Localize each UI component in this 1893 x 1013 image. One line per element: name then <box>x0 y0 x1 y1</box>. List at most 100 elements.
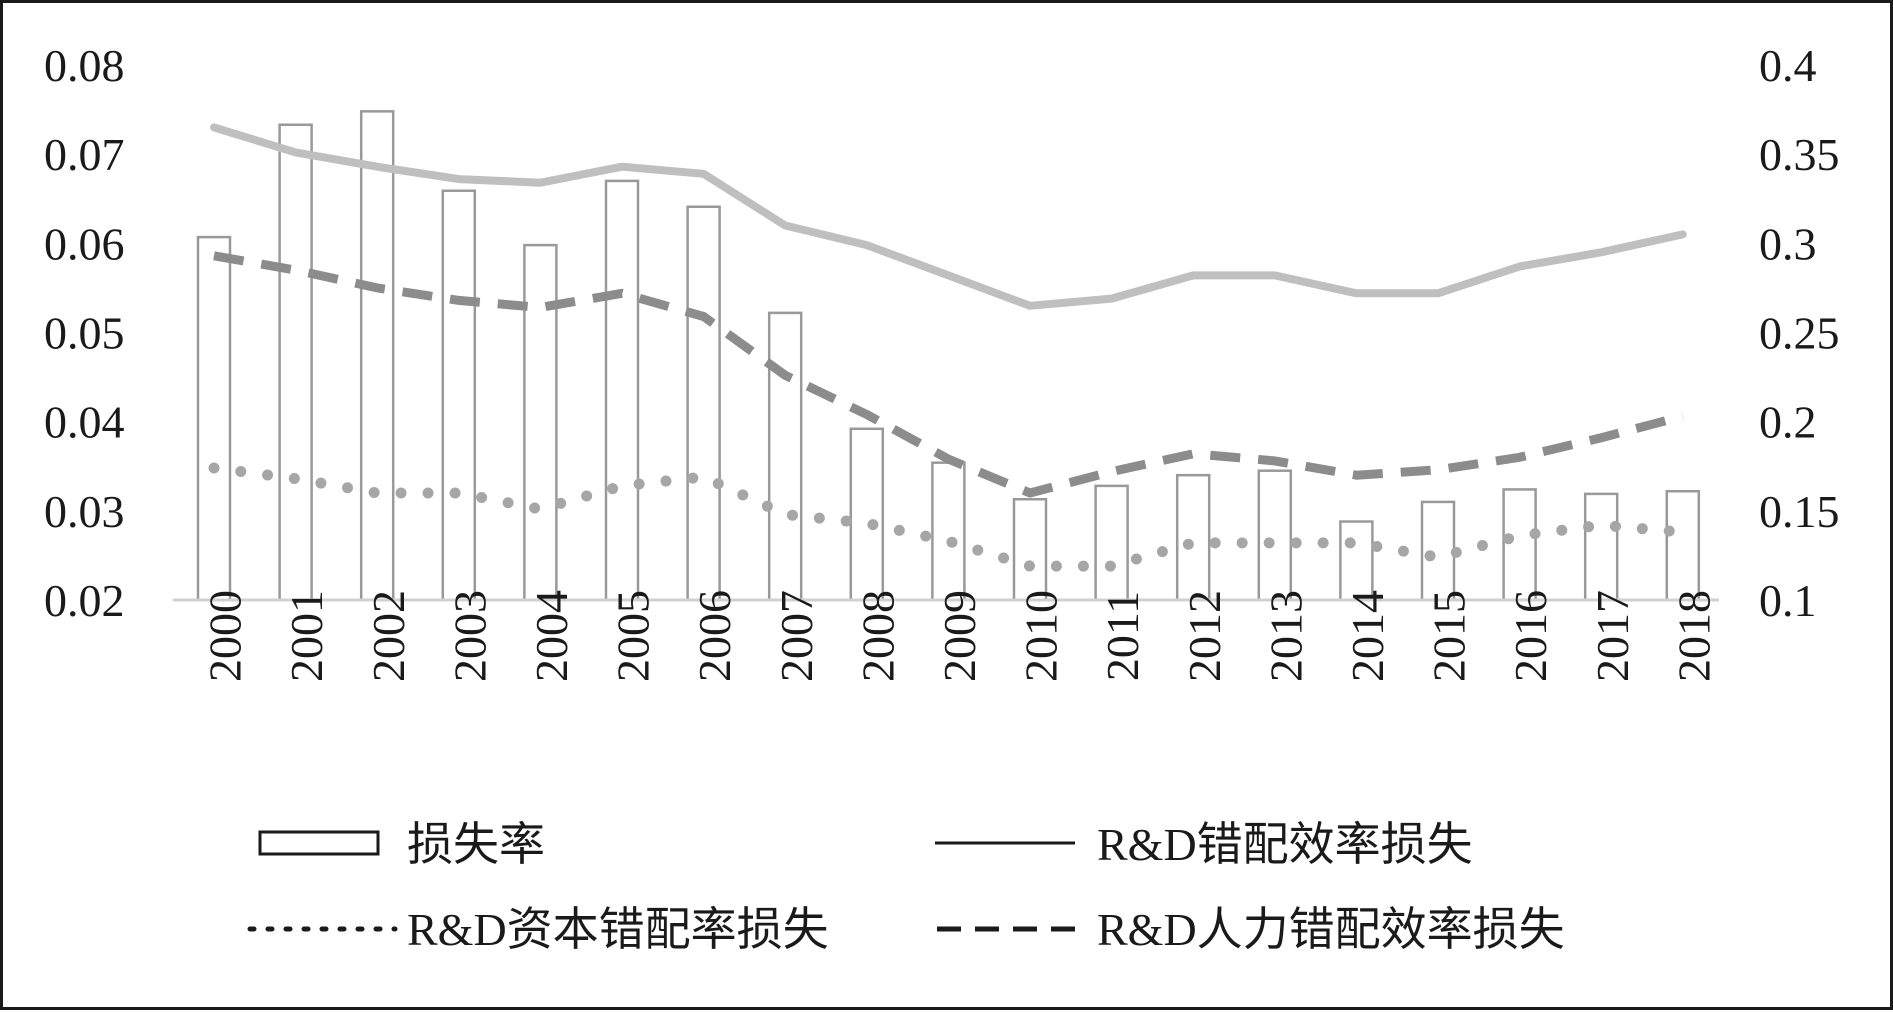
point-solid-2014 <box>1356 293 1357 294</box>
point-solid-2000 <box>214 127 215 128</box>
point-dashed-2001 <box>295 270 296 271</box>
point-dashed-2008 <box>866 414 867 415</box>
x-tick-label-2012: 2012 <box>1179 590 1230 682</box>
point-solid-2011 <box>1111 298 1112 299</box>
point-solid-2004 <box>540 182 541 183</box>
x-tick-label-2001: 2001 <box>281 590 332 682</box>
point-dotted-2015 <box>1438 557 1439 558</box>
left-tick-label: 0.06 <box>44 218 125 269</box>
legend-label-rd-efficiency-loss: R&D错配效率损失 <box>1097 819 1473 870</box>
point-dotted-2006 <box>703 476 704 477</box>
x-tick-label-2009: 2009 <box>934 590 985 682</box>
x-tick-label-2008: 2008 <box>852 590 903 682</box>
x-tick-label-2014: 2014 <box>1342 590 1393 682</box>
point-dashed-2015 <box>1438 469 1439 470</box>
point-dotted-2009 <box>948 541 949 542</box>
bar-2017 <box>1583 492 1619 602</box>
x-tick-label-2010: 2010 <box>1016 590 1067 682</box>
bar-2005 <box>604 179 640 602</box>
point-solid-2017 <box>1601 252 1602 253</box>
point-dashed-2011 <box>1111 471 1112 472</box>
legend-bar-swatch <box>258 830 380 856</box>
point-dotted-2007 <box>785 514 786 515</box>
left-tick-label: 0.03 <box>44 486 125 537</box>
bar-2015 <box>1420 500 1456 602</box>
legend: 损失率 R&D错配效率损失 R&D资本错配率损失 R&D人力错配效率损失 <box>247 819 1565 955</box>
point-solid-2001 <box>295 152 296 153</box>
bars-group <box>196 110 1701 602</box>
left-tick-label: 0.02 <box>44 575 125 626</box>
point-dashed-2018 <box>1682 416 1683 417</box>
point-dashed-2004 <box>540 307 541 308</box>
point-dotted-2003 <box>458 493 459 494</box>
right-tick-label: 0.3 <box>1759 218 1817 269</box>
point-solid-2012 <box>1193 275 1194 276</box>
x-tick-label-2015: 2015 <box>1424 590 1475 682</box>
point-solid-2006 <box>703 173 704 174</box>
right-tick-label: 0.35 <box>1759 129 1840 180</box>
series-line-solid <box>210 123 1687 310</box>
point-dotted-2011 <box>1111 566 1112 567</box>
bar-2000 <box>196 235 232 602</box>
right-tick-label: 0.25 <box>1759 308 1840 359</box>
legend-item-dashed: R&D人力错配效率损失 <box>937 904 1565 955</box>
point-dashed-2012 <box>1193 453 1194 454</box>
point-dotted-2012 <box>1193 542 1194 543</box>
right-y-axis: 0.4 0.35 0.3 0.25 0.2 0.15 0.1 <box>1759 40 1840 626</box>
point-dashed-2017 <box>1601 437 1602 438</box>
point-dotted-2014 <box>1356 542 1357 543</box>
bar-2008 <box>849 427 885 602</box>
point-dotted-2004 <box>540 509 541 510</box>
x-tick-label-2013: 2013 <box>1260 590 1311 682</box>
point-dashed-2009 <box>948 459 949 460</box>
bar-2004 <box>523 243 558 602</box>
point-dotted-2016 <box>1519 535 1520 536</box>
series-line-dotted <box>208 462 1689 572</box>
bar-2003 <box>441 189 477 602</box>
left-tick-label: 0.05 <box>44 308 125 359</box>
left-tick-label: 0.08 <box>44 40 125 91</box>
point-dotted-2001 <box>295 478 296 479</box>
point-dotted-2002 <box>377 493 378 494</box>
point-solid-2015 <box>1438 293 1439 294</box>
bar-2009 <box>931 461 966 602</box>
point-dashed-2000 <box>214 255 215 256</box>
x-tick-label-2017: 2017 <box>1587 590 1638 682</box>
x-tick-label-2002: 2002 <box>363 590 414 682</box>
right-tick-label: 0.15 <box>1759 486 1840 537</box>
lines-group <box>208 123 1689 572</box>
x-tick-label-2016: 2016 <box>1505 590 1556 682</box>
point-solid-2003 <box>458 179 459 180</box>
right-tick-label: 0.1 <box>1759 575 1817 626</box>
point-dashed-2016 <box>1519 457 1520 458</box>
bar-2010 <box>1012 497 1048 602</box>
point-dashed-2007 <box>785 375 786 376</box>
bar-2011 <box>1094 484 1129 602</box>
legend-item-dotted: R&D资本错配率损失 <box>247 904 829 955</box>
point-dashed-2010 <box>1030 493 1031 494</box>
point-solid-2002 <box>377 166 378 167</box>
point-solid-2016 <box>1519 266 1520 267</box>
right-tick-label: 0.2 <box>1759 397 1817 448</box>
x-tick-label-2003: 2003 <box>444 590 495 682</box>
legend-label-loss-rate: 损失率 <box>407 819 545 870</box>
point-solid-2018 <box>1682 234 1683 235</box>
point-solid-2008 <box>866 245 867 246</box>
bar-2014 <box>1339 520 1374 602</box>
point-solid-2007 <box>785 225 786 226</box>
bar-2018 <box>1665 489 1701 602</box>
x-tick-label-2011: 2011 <box>1097 591 1148 681</box>
x-tick-label-2005: 2005 <box>608 590 659 682</box>
point-solid-2010 <box>1030 305 1031 306</box>
x-tick-label-2018: 2018 <box>1668 590 1719 682</box>
point-dashed-2002 <box>377 287 378 288</box>
point-dotted-2013 <box>1274 542 1275 543</box>
legend-label-rd-labor-loss: R&D人力错配效率损失 <box>1097 904 1565 955</box>
bar-2006 <box>686 205 721 602</box>
legend-label-rd-capital-loss: R&D资本错配率损失 <box>407 904 829 955</box>
legend-item-bar: 损失率 <box>258 819 545 870</box>
legend-item-solid: R&D错配效率损失 <box>935 819 1473 870</box>
point-dotted-2018 <box>1682 532 1683 533</box>
bar-2007 <box>767 311 803 602</box>
